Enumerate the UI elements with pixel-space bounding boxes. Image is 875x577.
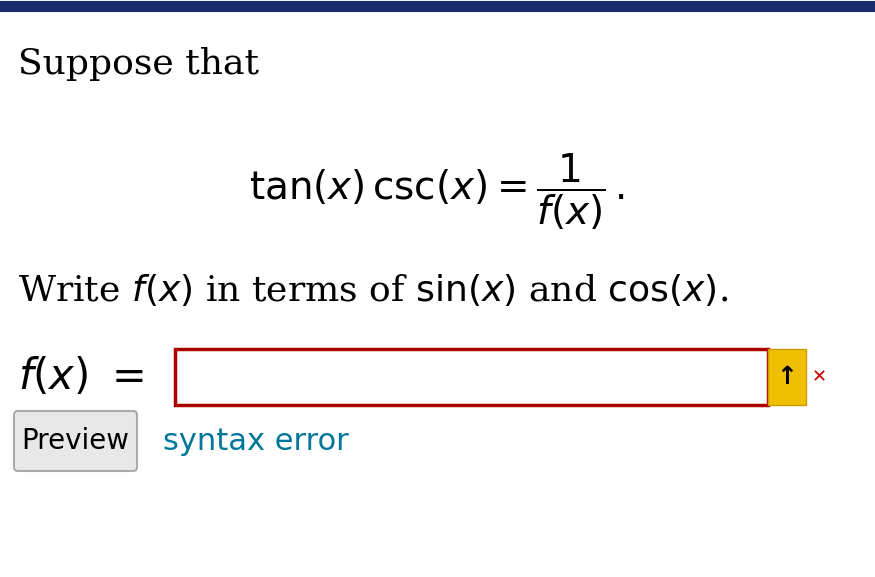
Bar — [768, 349, 806, 405]
Text: $\tan(x)\,\csc(x) = \dfrac{1}{f(x)}\,.$: $\tan(x)\,\csc(x) = \dfrac{1}{f(x)}\,.$ — [249, 152, 625, 232]
Text: Preview: Preview — [22, 427, 130, 455]
Text: ↑: ↑ — [776, 365, 797, 389]
Text: ✕: ✕ — [812, 368, 827, 386]
Bar — [175, 349, 768, 405]
Text: Suppose that: Suppose that — [18, 47, 259, 81]
Text: $f(x)\ =$: $f(x)\ =$ — [18, 356, 144, 398]
Text: syntax error: syntax error — [163, 426, 349, 455]
Text: Write $f(x)$ in terms of $\sin(x)$ and $\cos(x)$.: Write $f(x)$ in terms of $\sin(x)$ and $… — [18, 272, 728, 308]
FancyBboxPatch shape — [14, 411, 137, 471]
